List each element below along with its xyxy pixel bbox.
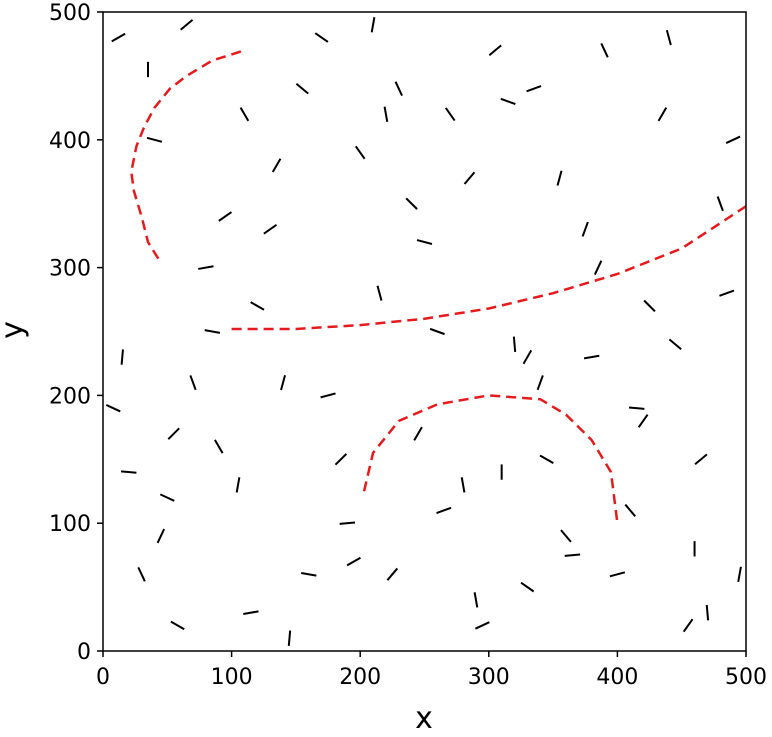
x-tick-label: 500 — [725, 665, 767, 690]
segment — [111, 32, 126, 43]
x-tick-label: 300 — [468, 665, 510, 690]
segment — [488, 44, 502, 57]
segment — [705, 604, 710, 621]
y-axis-label: y — [0, 321, 30, 339]
segment — [522, 349, 533, 365]
curve — [362, 394, 619, 524]
segment — [600, 42, 609, 58]
segment — [719, 289, 735, 297]
segment — [500, 97, 516, 106]
segment — [346, 556, 361, 567]
segment — [334, 453, 348, 466]
segment — [436, 506, 452, 514]
segment — [539, 454, 554, 465]
segment — [280, 374, 287, 391]
segment — [214, 439, 224, 454]
segment — [405, 197, 418, 210]
segment — [512, 336, 517, 353]
segment — [383, 106, 389, 122]
segment — [429, 327, 445, 336]
y-tick-label: 300 — [49, 257, 91, 282]
segment — [243, 610, 259, 615]
curve — [231, 205, 747, 331]
x-tick-label: 400 — [596, 665, 638, 690]
segment — [520, 581, 535, 593]
segment — [444, 107, 456, 122]
segment — [300, 572, 317, 577]
segment — [354, 145, 366, 160]
segment — [643, 299, 656, 313]
segment — [180, 19, 194, 31]
segment — [526, 85, 542, 93]
segment — [668, 338, 682, 350]
segment — [583, 354, 600, 360]
segment — [609, 571, 626, 578]
segment — [665, 29, 672, 46]
x-tick-label: 0 — [96, 665, 110, 690]
segment — [146, 136, 163, 143]
segment — [339, 521, 356, 525]
segment — [271, 158, 282, 173]
segment — [394, 81, 403, 97]
segment — [263, 224, 278, 235]
segment — [189, 375, 197, 391]
segment — [657, 107, 668, 122]
segment — [218, 211, 233, 222]
segment — [474, 621, 490, 630]
segment — [413, 426, 423, 441]
segment — [314, 32, 329, 43]
segment — [376, 285, 383, 301]
segment — [624, 503, 636, 517]
y-tick-label: 500 — [49, 1, 91, 26]
segment — [473, 592, 479, 608]
segment — [564, 553, 581, 557]
segment — [416, 239, 433, 245]
segment — [682, 618, 694, 633]
y-tick-label: 400 — [49, 129, 91, 154]
segment — [120, 470, 137, 474]
segment — [386, 567, 399, 581]
segment — [716, 196, 724, 212]
x-axis-label: x — [415, 701, 433, 733]
segment — [725, 135, 741, 144]
segment — [463, 171, 476, 185]
segment — [170, 620, 185, 631]
segment — [204, 329, 221, 334]
segment — [156, 528, 166, 544]
segment — [694, 453, 708, 465]
x-tick-label: 200 — [339, 665, 381, 690]
segment — [737, 566, 742, 583]
segment — [250, 301, 265, 311]
y-tick-label: 100 — [49, 512, 91, 537]
x-tick-label: 100 — [211, 665, 253, 690]
segment — [120, 349, 124, 365]
segment — [560, 529, 572, 543]
y-tick-label: 0 — [77, 640, 91, 665]
segment — [295, 82, 309, 95]
segment — [637, 414, 649, 428]
segment — [235, 477, 241, 493]
segment — [370, 17, 376, 33]
segment — [287, 630, 292, 646]
segment — [159, 493, 175, 502]
curve — [130, 49, 245, 260]
segment — [536, 375, 544, 391]
segment — [137, 566, 146, 582]
plot-frame — [102, 11, 747, 652]
segment — [198, 265, 214, 270]
segment — [628, 406, 645, 410]
segment — [320, 392, 336, 399]
segment — [460, 477, 466, 493]
segment — [581, 221, 589, 237]
segment — [239, 107, 250, 122]
segment — [556, 170, 563, 186]
segment — [167, 427, 180, 440]
segment — [105, 404, 121, 413]
y-tick-label: 200 — [49, 384, 91, 409]
segment — [593, 260, 603, 275]
